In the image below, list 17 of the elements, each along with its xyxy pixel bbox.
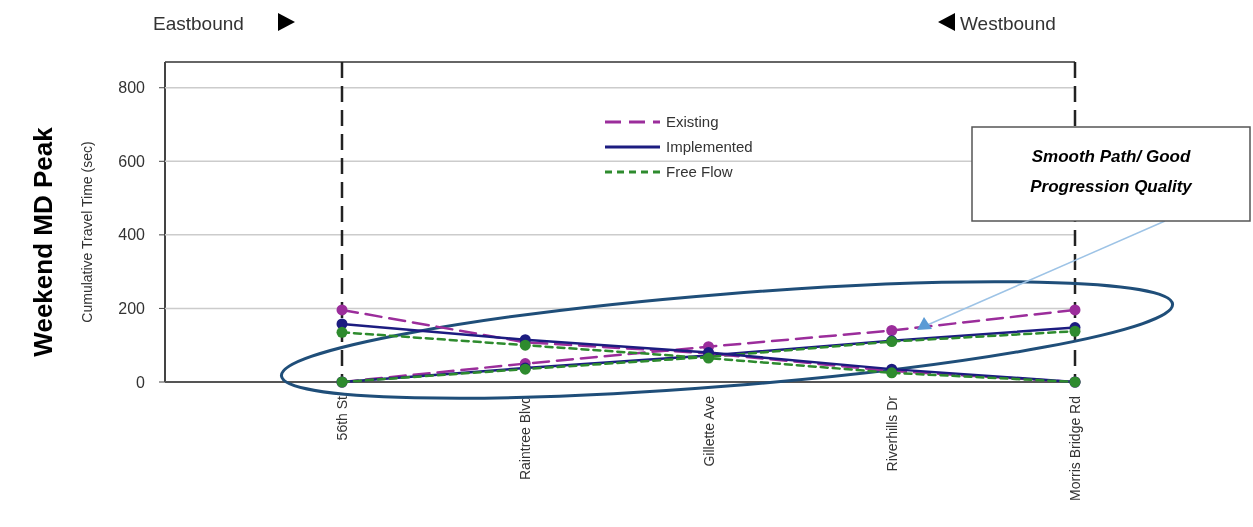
y-axis-title: Cumulative Travel Time (sec) [79,141,95,323]
y-tick-label: 0 [136,373,146,391]
legend-label: Implemented [666,138,753,156]
y-tick-label: 400 [118,226,146,244]
x-tick-label: Gillette Ave [700,395,717,467]
annotation: Smooth Path/ Good Progression Quality [1030,147,1194,196]
text: Westbound [960,13,1056,34]
text: Eastbound [153,13,244,34]
text: Weekend MD Peak [28,126,58,357]
x-tick-label: 56th St [334,395,350,441]
legend-label: Free Flow [666,163,733,181]
y-tick-label: 600 [118,152,146,170]
x-tick-label: Morris Bridge Rd [1067,396,1083,502]
y-tick-label: 200 [118,300,146,318]
x-tick-label: Riverhills Dr [883,395,900,472]
y-tick-label: 800 [118,79,146,97]
legend-label: Existing [666,113,719,131]
